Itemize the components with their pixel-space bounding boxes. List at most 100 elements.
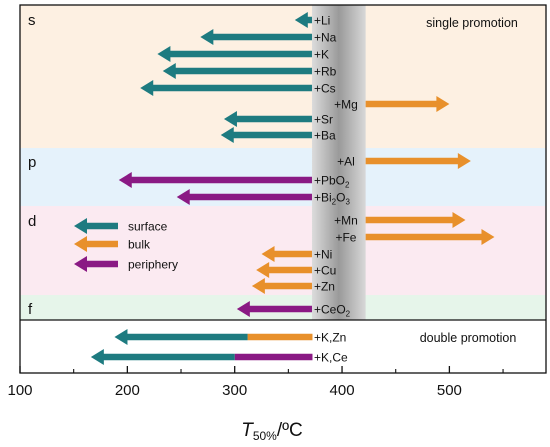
- section-note-s: single promotion: [426, 16, 518, 30]
- promoter-label: +Cs: [314, 82, 336, 96]
- arrow-ceo: [236, 301, 312, 317]
- arrow-head-segment: [236, 301, 312, 317]
- promoter-label-main: +Ba: [314, 129, 336, 143]
- arrow-segment: [234, 353, 313, 361]
- section-note-double: double promotion: [420, 331, 517, 345]
- promoter-labels-layer: +Li+Na+K+Rb+Cs+Mg+Sr+Ba+Al+PbO2+Bi2O3+Mn…: [314, 14, 358, 365]
- x-tick-label: 400: [330, 382, 355, 399]
- promoter-label-main: +CeO: [314, 303, 346, 317]
- promoter-label: +Fe: [335, 231, 356, 245]
- promoter-label-main: +Mn: [334, 214, 358, 228]
- x-tick-label: 200: [115, 382, 140, 399]
- x-axis-title-sub: 50%: [253, 429, 277, 443]
- promoter-label-main: +K,Ce: [314, 351, 348, 365]
- promoter-label-sub: 2: [332, 198, 337, 207]
- promoter-label-main: +K,Zn: [314, 331, 346, 345]
- section-bg-s: [20, 5, 546, 148]
- promoter-label: +Li: [314, 14, 330, 28]
- promoter-label-main2: O: [336, 191, 345, 205]
- arrow-kzn: [114, 329, 313, 345]
- promoter-label-main: +PbO: [314, 174, 345, 188]
- legend-item-surface: surface: [74, 218, 168, 234]
- arrow-rb: [162, 63, 312, 79]
- x-axis-title-main: T: [241, 420, 254, 441]
- promoter-label: +Cu: [314, 264, 336, 278]
- promoter-label: +Al: [337, 155, 355, 169]
- arrow-head-segment: [365, 96, 450, 112]
- arrow-head-segment: [140, 80, 312, 96]
- x-tick-label: 500: [437, 382, 462, 399]
- section-backgrounds: [20, 5, 546, 373]
- promoter-label: +Ni: [314, 248, 332, 262]
- arrow-head-segment: [162, 63, 312, 79]
- promoter-label: +Rb: [314, 65, 337, 79]
- promoter-label-main: +Li: [314, 14, 330, 28]
- x-tick-label: 100: [7, 382, 32, 399]
- promoter-label-sub2: 3: [345, 198, 350, 207]
- arrow-bi: [176, 189, 312, 205]
- legend-item-periphery: periphery: [74, 256, 178, 272]
- arrow-head-segment: [294, 12, 312, 28]
- promoter-label-main: +K: [314, 48, 329, 62]
- arrow-head-segment: [90, 349, 235, 365]
- promoter-label: +Zn: [314, 280, 335, 294]
- arrow-fe: [365, 229, 495, 245]
- arrow-zn: [251, 278, 312, 294]
- arrow-mg: [365, 96, 450, 112]
- arrows-layer: [90, 12, 495, 365]
- legend-swatch: [74, 256, 118, 272]
- section-labels-layer: s single promotion p d f double promotion: [28, 12, 518, 345]
- promoter-label-main: +Zn: [314, 280, 335, 294]
- promoter-label: +Na: [314, 31, 337, 45]
- arrow-head-segment: [157, 46, 312, 62]
- arrow-head-segment: [200, 29, 312, 45]
- promoter-label-main: +Mg: [334, 98, 358, 112]
- arrow-head-segment: [118, 172, 312, 188]
- reference-band-layer: [311, 5, 366, 320]
- x-axis-title: T50%/ºC: [241, 420, 303, 443]
- section-label-f: f: [28, 301, 33, 318]
- promoter-label-main: +Cu: [314, 264, 336, 278]
- arrow-head-segment: [261, 246, 312, 262]
- promoter-label-main: +Sr: [314, 113, 333, 127]
- arrow-head-segment: [365, 229, 495, 245]
- promoter-label-main: +Fe: [335, 231, 356, 245]
- x-tick-label: 300: [222, 382, 247, 399]
- arrow-head-segment: [251, 278, 312, 294]
- arrow-kce: [90, 349, 313, 365]
- arrow-cs: [140, 80, 312, 96]
- section-bg-double: [20, 320, 546, 373]
- promoter-label: +Sr: [314, 113, 333, 127]
- arrow-mn: [365, 212, 466, 228]
- section-label-d: d: [28, 213, 36, 230]
- legend-swatch: [74, 236, 118, 252]
- legend-label: bulk: [128, 238, 151, 252]
- reference-band: [311, 5, 366, 320]
- promoter-label-sub: 2: [345, 181, 350, 190]
- promoter-label-main: +Rb: [314, 65, 337, 79]
- x-axis: 100 200 300 400 500: [7, 4, 547, 399]
- promoter-label: +Ba: [314, 129, 336, 143]
- promoter-label-main: +Bi: [314, 191, 332, 205]
- arrow-ba: [220, 127, 312, 143]
- promoter-label-sub: 2: [346, 310, 351, 319]
- legend-label: periphery: [128, 258, 178, 272]
- promoter-label-main: +Al: [337, 155, 355, 169]
- arrow-sr: [223, 111, 312, 127]
- promoter-label-main: +Na: [314, 31, 337, 45]
- arrow-head-segment: [256, 262, 312, 278]
- x-axis-title-unit: /ºC: [277, 420, 303, 441]
- arrow-head-segment: [223, 111, 312, 127]
- promoter-label: +Bi2O3: [314, 191, 350, 207]
- promoter-label: +Mn: [334, 214, 358, 228]
- promoter-label-main: +Ni: [314, 248, 332, 262]
- promoter-label: +K,Ce: [314, 351, 348, 365]
- legend: surface bulk periphery: [74, 218, 178, 272]
- promoter-label: +CeO2: [314, 303, 351, 319]
- arrow-na: [200, 29, 312, 45]
- legend-item-bulk: bulk: [74, 236, 151, 252]
- arrow-head-segment: [365, 153, 471, 169]
- promoter-label-main: +Cs: [314, 82, 336, 96]
- arrow-head-segment: [176, 189, 312, 205]
